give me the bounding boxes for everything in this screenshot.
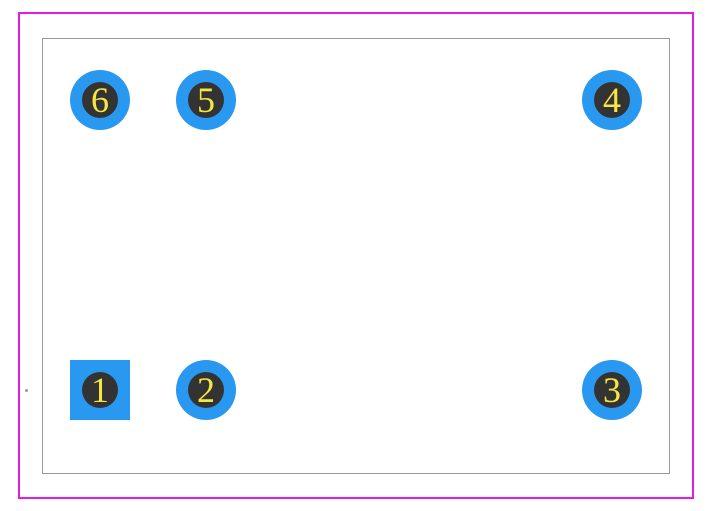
pad-label-4: 4 xyxy=(603,79,621,121)
pad-2: 2 xyxy=(176,360,236,420)
pad-label-6: 6 xyxy=(91,79,109,121)
pad-4: 4 xyxy=(582,70,642,130)
pad-5: 5 xyxy=(176,70,236,130)
pad-label-5: 5 xyxy=(197,79,215,121)
inner-border xyxy=(42,38,670,474)
pad-label-1: 1 xyxy=(91,369,109,411)
pin1-marker-dot xyxy=(25,389,28,392)
pad-3: 3 xyxy=(582,360,642,420)
pad-label-3: 3 xyxy=(603,369,621,411)
pad-label-2: 2 xyxy=(197,369,215,411)
pad-6: 6 xyxy=(70,70,130,130)
pad-1: 1 xyxy=(70,360,130,420)
